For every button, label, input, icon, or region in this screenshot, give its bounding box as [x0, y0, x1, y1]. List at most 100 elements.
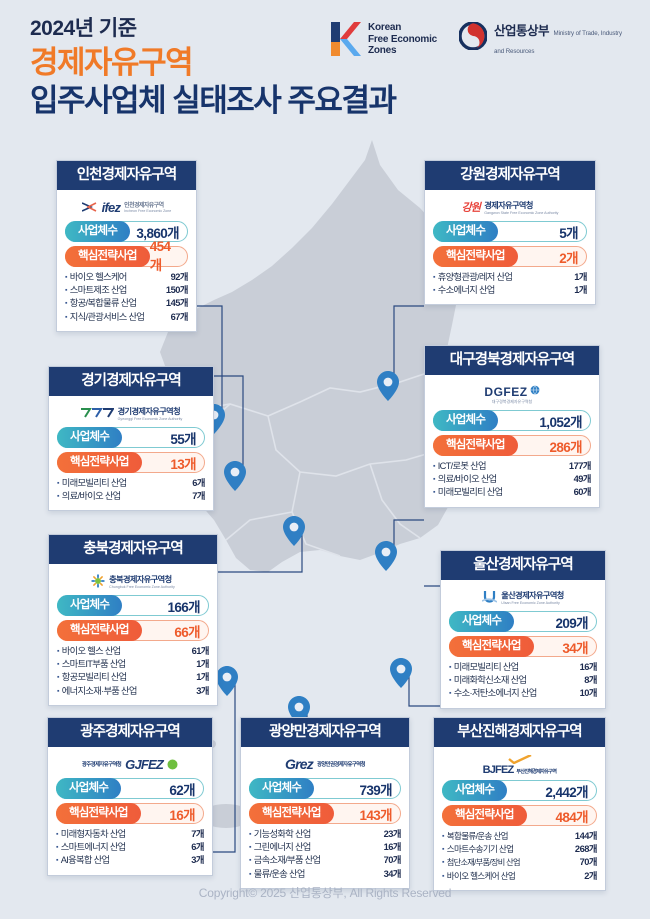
card-gyeonggi[interactable]: 경기경제자유구역 경기경제자유구역청 Gyeonggi Free Economi… — [48, 366, 214, 512]
industry-list-gangwon: 휴양형관광/레저 산업 1개 수소에너지 산업 1개 — [433, 271, 588, 297]
logo-motie: 산업통상부 Ministry of Trade, Industry and Re… — [458, 21, 622, 58]
industry-value: 1개 — [196, 659, 209, 670]
card-ulsan[interactable]: 울산경제자유구역 울산경제자유구역청 Ulsan Free Economic Z… — [440, 550, 606, 709]
value-core-projects: 454개 — [149, 239, 171, 273]
stat-core-daegu: 핵심전략사업 286개 — [433, 434, 591, 456]
dgfez-row: DGFEZ — [484, 385, 539, 399]
card-title-incheon: 인천경제자유구역 — [57, 161, 196, 190]
label-core-projects: 핵심전략사업 — [57, 451, 142, 473]
card-chungbuk[interactable]: 충북경제자유구역 충북경제자유구역청 Chungbuk Free Economi… — [48, 534, 218, 706]
ifez-subtext: 인천경제자유구역 Incheon Free Economic Zone — [124, 200, 171, 214]
value-businesses: 739개 — [359, 782, 392, 798]
industry-name: ICT/로봇 산업 — [433, 460, 487, 473]
bjfez-wordmark: BJFEZ — [482, 763, 515, 776]
value-core-projects: 2개 — [559, 250, 578, 266]
value-core-projects: 143개 — [359, 807, 392, 823]
industry-name: 지식/관광서비스 산업 — [65, 311, 145, 324]
list-item: 미래모빌리티 산업 6개 — [57, 477, 206, 490]
value-businesses: 1,052개 — [539, 414, 582, 430]
stat-businesses-gwangyang: 사업체수 739개 — [249, 777, 401, 799]
industry-name: 스마트IT부품 산업 — [57, 658, 126, 671]
industry-value: 1개 — [574, 285, 587, 296]
list-item: 미래화학신소재 산업 8개 — [449, 674, 598, 687]
industry-value: 8개 — [584, 675, 597, 686]
card-daegu-gyeongbuk[interactable]: 대구경북경제자유구역 DGFEZ 대구경북경제자유구역청 사업체수 1,052개… — [424, 345, 600, 508]
logo-gyeonggi: 경기경제자유구역청 Gyeonggi Free Economic Zone Au… — [57, 403, 205, 423]
map-pin-gyeonggi[interactable] — [224, 461, 246, 491]
list-item: 스마트에너지 산업 6개 — [56, 841, 205, 854]
value-businesses: 62개 — [169, 782, 195, 798]
chungbuk-name-en: Chungbuk Free Economic Zone Authority — [109, 584, 175, 589]
ifez-mark-icon — [81, 201, 97, 212]
card-busan-jinhae[interactable]: 부산진해경제자유구역 BJFEZ 부산진해경제자유구역 사업체수 2,442개 … — [433, 717, 606, 891]
card-body-busan-jinhae: BJFEZ 부산진해경제자유구역 사업체수 2,442개 핵심전략사업 484개… — [434, 747, 605, 890]
gangwon-subtext: 경제자유구역청 Gangwon State Free Economic Zone… — [484, 199, 558, 216]
logo-gangwon: 강원 경제자유구역청 Gangwon State Free Economic Z… — [433, 197, 587, 217]
industry-name: 금속소재/부품 산업 — [249, 854, 321, 867]
industry-value: 1개 — [574, 272, 587, 282]
ifez-name-en: Incheon Free Economic Zone — [124, 209, 172, 213]
logo-kfez: Korean Free Economic Zones — [330, 22, 437, 57]
logo-chungbuk: 충북경제자유구역청 Chungbuk Free Economic Zone Au… — [57, 571, 209, 591]
list-item: 금속소재/부품 산업 70개 — [249, 854, 402, 867]
gjfez-wordmark: GJFEZ — [125, 756, 164, 772]
map-pin-busan-jinhae[interactable] — [390, 658, 412, 688]
card-gwangju[interactable]: 광주경제자유구역 광주경제자유구역청 GJFEZ 사업체수 62개 핵심전략사업… — [47, 717, 213, 876]
card-title-gwangju: 광주경제자유구역 — [48, 718, 212, 747]
label-businesses: 사업체수 — [249, 777, 315, 799]
card-incheon[interactable]: 인천경제자유구역 ifez 인천경제자유구역 Incheon Free Econ… — [56, 160, 197, 332]
list-item: 수소·저탄소에너지 산업 10개 — [449, 687, 598, 700]
gyeonggi-name-en: Gyeonggi Free Economic Zone Authority — [117, 416, 183, 421]
card-body-gangwon: 강원 경제자유구역청 Gangwon State Free Economic Z… — [425, 190, 595, 304]
stat-businesses-gyeonggi: 사업체수 55개 — [57, 426, 205, 448]
industry-name: 첨단소재/부품/장비 산업 — [442, 856, 521, 869]
map-pin-chungbuk[interactable] — [283, 516, 305, 546]
gyeonggi-mark-icon — [80, 408, 114, 418]
label-core-projects: 핵심전략사업 — [57, 619, 142, 641]
list-item: 의료/바이오 산업 49개 — [433, 473, 592, 486]
label-core-projects: 핵심전략사업 — [433, 245, 518, 267]
industry-value: 177개 — [568, 461, 592, 471]
label-businesses: 사업체수 — [57, 594, 123, 616]
industry-value: 1개 — [196, 672, 209, 683]
logo-kfez-line3: Zones — [367, 45, 397, 56]
dgfez-name-kr: 대구경북경제자유구역청 — [491, 398, 533, 404]
value-core-projects: 13개 — [170, 456, 196, 472]
card-gwangyang[interactable]: 광양만경제자유구역 Grez 광양만권경제자유구역청 사업체수 739개 핵심전… — [240, 717, 410, 889]
list-item: 스마트제조 산업 150개 — [65, 284, 189, 297]
map-pin-daegu-gyeongbuk[interactable] — [375, 541, 397, 571]
industry-list-busan: 복합물류/운송 산업 144개 스마트수송기기 산업 268개 첨단소재/부품/장비… — [442, 830, 598, 883]
industry-value: 7개 — [191, 829, 204, 839]
card-body-ulsan: 울산경제자유구역청 Ulsan Free Economic Zone Autho… — [441, 580, 605, 708]
industry-value: 92개 — [170, 272, 189, 282]
logo-motie-en2: and Resources — [494, 48, 535, 55]
bjfez-row: BJFEZ 부산진해경제자유구역 — [483, 764, 557, 776]
card-title-gyeonggi: 경기경제자유구역 — [49, 367, 213, 396]
card-body-chungbuk: 충북경제자유구역청 Chungbuk Free Economic Zone Au… — [49, 564, 217, 705]
industry-value: 49개 — [573, 474, 592, 485]
gangwon-wordmark: 강원 — [461, 202, 481, 214]
ulsan-name-en: Ulsan Free Economic Zone Authority — [501, 600, 560, 605]
map-pin-gangwon[interactable] — [377, 371, 399, 401]
value-businesses: 209개 — [555, 615, 588, 631]
list-item: 기능성화학 산업 23개 — [249, 828, 402, 841]
stat-core-incheon: 핵심전략사업 454개 — [65, 239, 188, 273]
card-body-gyeonggi: 경기경제자유구역청 Gyeonggi Free Economic Zone Au… — [49, 396, 213, 510]
card-gangwon[interactable]: 강원경제자유구역 강원 경제자유구역청 Gangwon State Free E… — [424, 160, 596, 306]
footer-copyright: Copyright© 2025 산업통상부, All Rights Reserv… — [198, 886, 452, 900]
industry-name: 바이오 헬스케어 — [65, 271, 128, 284]
map-pin-gwangju[interactable] — [216, 666, 238, 696]
list-item: 항공/복합물류 산업 145개 — [65, 297, 189, 310]
ifez-wordmark: ifez — [101, 199, 121, 215]
title-orange-line: 경제자유구역 — [30, 45, 194, 80]
stat-businesses-daegu: 사업체수 1,052개 — [433, 409, 591, 431]
list-item: 미래모빌리티 산업 60개 — [433, 486, 592, 499]
value-core-projects: 484개 — [555, 809, 588, 825]
industry-value: 61개 — [191, 646, 210, 656]
logo-grez: Grez 광양만권경제자유구역청 — [249, 754, 401, 774]
grez-name-kr: 광양만권경제자유구역청 — [316, 762, 366, 768]
chungbuk-name-kr: 충북경제자유구역청 — [109, 574, 172, 584]
industry-name: 수소에너지 산업 — [433, 284, 496, 297]
list-item: 바이오 헬스 산업 61개 — [57, 645, 210, 658]
list-item: 복합물류/운송 산업 144개 — [442, 830, 598, 843]
